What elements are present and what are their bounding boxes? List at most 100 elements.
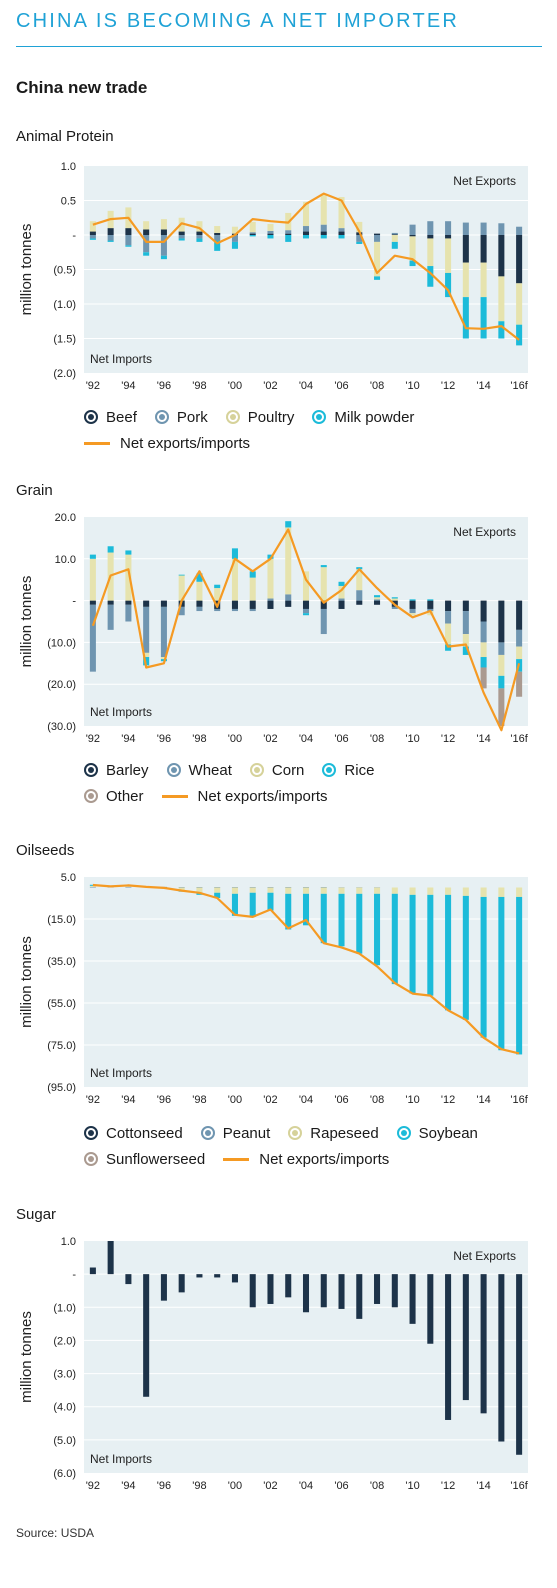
bar-barley bbox=[498, 600, 505, 643]
legend-item-wheat: Wheat bbox=[166, 761, 232, 779]
bar-soybean bbox=[498, 896, 505, 1051]
bar-rapeseed bbox=[249, 887, 256, 893]
bar-poultry bbox=[249, 221, 256, 233]
bar-other bbox=[480, 667, 487, 689]
x-tick-label: '02 bbox=[263, 1094, 277, 1106]
x-tick-label: '96 bbox=[157, 1480, 171, 1492]
bar-poultry bbox=[143, 221, 150, 230]
bar-sugar bbox=[391, 1274, 398, 1308]
bar-beef bbox=[89, 231, 96, 235]
bar-beef bbox=[338, 231, 345, 235]
panel-title-grain: Grain bbox=[16, 482, 53, 499]
bar-sugar bbox=[89, 1267, 96, 1275]
bar-barley bbox=[320, 600, 327, 609]
legend-row: Barley Wheat Corn Rice bbox=[84, 757, 544, 783]
bar-rapeseed bbox=[498, 887, 505, 897]
x-tick-label: '10 bbox=[405, 1094, 419, 1106]
bar-sugar bbox=[214, 1274, 221, 1278]
legend-item-cottonseed: Cottonseed bbox=[84, 1125, 183, 1142]
bar-sugar bbox=[178, 1274, 185, 1293]
bar-barley bbox=[231, 600, 238, 609]
legend-label: Peanut bbox=[222, 1124, 271, 1142]
bar-beef bbox=[285, 233, 292, 235]
bar-rapeseed bbox=[445, 887, 452, 895]
bar-poultry bbox=[391, 235, 398, 242]
bar-milk-powder bbox=[445, 272, 452, 298]
bar-pork bbox=[409, 224, 416, 235]
legend-item-other: Other bbox=[84, 788, 144, 805]
y-tick-label: (5.0) bbox=[53, 1435, 76, 1447]
y-tick-label: (2.0) bbox=[53, 1335, 76, 1347]
bar-pork bbox=[89, 235, 96, 239]
x-tick-label: '92 bbox=[86, 733, 100, 745]
bar-poultry bbox=[445, 238, 452, 273]
x-tick-label: '96 bbox=[157, 1094, 171, 1106]
bar-sugar bbox=[160, 1274, 167, 1301]
bar-barley bbox=[285, 600, 292, 607]
bar-poultry bbox=[516, 283, 523, 325]
bar-milk-powder bbox=[374, 276, 381, 280]
legend-row: Cottonseed Peanut Rapeseed Soybean bbox=[84, 1120, 544, 1146]
bar-corn bbox=[480, 642, 487, 658]
x-tick-label: '02 bbox=[263, 1480, 277, 1492]
bar-pork bbox=[391, 232, 398, 235]
bar-rapeseed bbox=[320, 887, 327, 894]
bar-rice bbox=[427, 599, 434, 601]
bar-rice bbox=[249, 571, 256, 578]
bar-beef bbox=[516, 235, 523, 284]
y-tick-label: (15.0) bbox=[47, 914, 76, 926]
bar-poultry bbox=[462, 262, 469, 298]
bar-rapeseed bbox=[231, 887, 238, 894]
bar-barley bbox=[196, 600, 203, 607]
legend-item-beef: Beef bbox=[84, 409, 137, 426]
bar-milk-powder bbox=[462, 297, 469, 339]
y-tick-label: 5.0 bbox=[61, 872, 76, 884]
y-tick-label: (3.0) bbox=[53, 1369, 76, 1381]
legend-item-milk-powder: Milk powder bbox=[312, 409, 414, 426]
legend-label: Net exports/imports bbox=[120, 434, 251, 452]
bar-wheat bbox=[338, 598, 345, 601]
chart-animal-protein: 1.0 0.5 - (0.5) (1.0) (1.5) (2.0) million tonne… bbox=[18, 161, 529, 392]
bar-pork bbox=[143, 235, 150, 253]
bar-peanut bbox=[285, 887, 292, 888]
bar-corn bbox=[285, 527, 292, 595]
bar-milk-powder bbox=[267, 235, 274, 239]
x-tick-label: '04 bbox=[299, 1480, 313, 1492]
bar-milk-powder bbox=[214, 240, 221, 251]
bar-peanut bbox=[89, 886, 96, 888]
bar-rapeseed bbox=[89, 885, 96, 887]
bar-peanut bbox=[196, 887, 203, 888]
bar-pork bbox=[480, 222, 487, 235]
legend-label: Wheat bbox=[188, 761, 232, 779]
bar-sugar bbox=[231, 1274, 238, 1283]
bar-rapeseed bbox=[302, 887, 310, 894]
bar-pork bbox=[356, 235, 363, 242]
bar-other bbox=[498, 688, 505, 726]
x-tick-label: '12 bbox=[441, 1094, 455, 1106]
bar-peanut bbox=[125, 886, 132, 888]
legend-animal-protein: Beef Pork Poultry Milk powder Net exports/im… bbox=[84, 404, 544, 456]
legend-swatch bbox=[166, 763, 181, 777]
bar-rapeseed bbox=[285, 887, 292, 894]
bar-poultry bbox=[89, 221, 96, 232]
bar-wheat bbox=[249, 608, 256, 612]
y-tick-label: (6.0) bbox=[53, 1468, 76, 1480]
bar-wheat bbox=[480, 621, 487, 643]
bar-wheat bbox=[302, 608, 310, 614]
bar-milk-powder bbox=[480, 297, 487, 339]
bar-rice bbox=[285, 521, 292, 528]
y-tick-label: (4.0) bbox=[53, 1402, 76, 1414]
legend-swatch bbox=[84, 1126, 98, 1140]
x-tick-label: '06 bbox=[334, 733, 348, 745]
bar-pork bbox=[374, 235, 381, 242]
x-tick-label: '04 bbox=[299, 380, 313, 392]
bar-sugar bbox=[320, 1274, 327, 1308]
bar-corn bbox=[356, 569, 363, 591]
bar-poultry bbox=[409, 236, 416, 261]
y-tick-label: - bbox=[72, 230, 76, 242]
bar-soybean bbox=[302, 893, 310, 926]
x-tick-label: '08 bbox=[370, 1094, 384, 1106]
bar-beef bbox=[214, 232, 221, 235]
legend-label: Rapeseed bbox=[310, 1124, 379, 1142]
bar-sugar bbox=[374, 1274, 381, 1304]
